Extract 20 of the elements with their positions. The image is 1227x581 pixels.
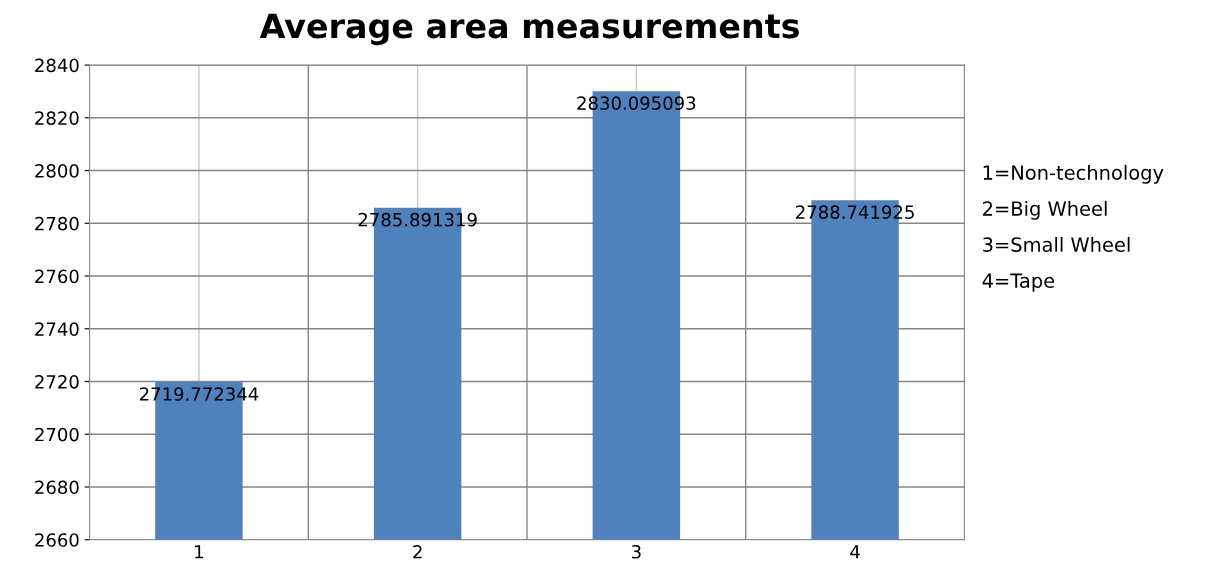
text: 4=Tape — [982, 273, 1055, 292]
y-tick-label: 2800 — [35, 164, 79, 178]
y-tick-label: 2820 — [35, 111, 79, 125]
x-tick-label: 1 — [195, 545, 203, 559]
text: 1=Non-technology — [983, 164, 1164, 184]
y-tick-label: 2740 — [35, 322, 79, 336]
y-tick-label: 2840 — [35, 58, 79, 73]
x-tick-label: 3 — [631, 544, 641, 559]
chart-title: Average area measurements — [259, 13, 799, 46]
y-tick-label: 2700 — [35, 427, 79, 442]
text: 3=Small Wheel — [983, 236, 1130, 252]
x-tick-label: 2 — [413, 544, 422, 559]
data-label: 2785.891319 — [358, 212, 477, 227]
x-tick-label: 4 — [850, 545, 860, 559]
y-tick-label: 2780 — [35, 216, 79, 231]
y-tick-label: 2660 — [35, 533, 79, 547]
y-tick-label: 2680 — [35, 480, 79, 495]
y-tick-label: 2760 — [35, 269, 79, 284]
y-tick-label: 2720 — [35, 374, 79, 389]
text: 2=Big Wheel — [983, 200, 1107, 220]
